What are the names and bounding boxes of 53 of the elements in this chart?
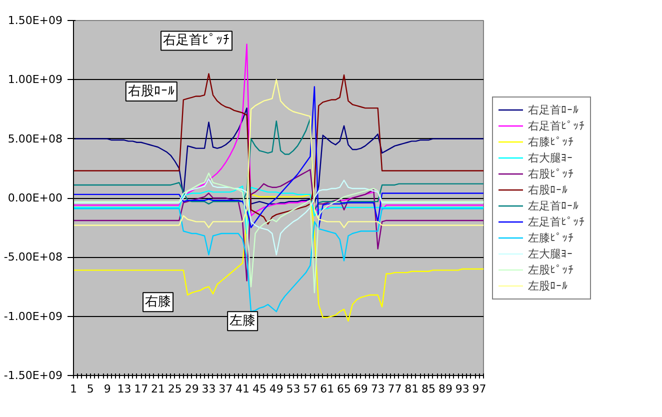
- y-tick-label: 1.00E+09: [8, 73, 62, 86]
- y-tick-label: -1.00E+09: [4, 310, 63, 323]
- x-tick-label: 53: [286, 382, 300, 396]
- legend-label: 右股ﾋﾟｯﾁ: [528, 166, 574, 181]
- x-tick-label: 65: [337, 382, 352, 396]
- legend-label: 右足首ﾛｰﾙ: [528, 102, 579, 117]
- line-series: [74, 186, 484, 234]
- line-series: [74, 107, 484, 205]
- x-tick-label: 57: [303, 382, 318, 396]
- line-series: [74, 178, 484, 256]
- legend-label: 右膝ﾋﾟｯﾁ: [528, 134, 574, 149]
- x-tick-label: 5: [86, 382, 94, 396]
- x-tick-label: 85: [422, 382, 436, 396]
- x-tick-label: 41: [236, 382, 250, 396]
- legend-label: 右股ﾛｰﾙ: [528, 182, 568, 197]
- x-tick-label: 21: [151, 382, 166, 396]
- x-tick-label: 25: [168, 382, 182, 396]
- x-tick-label: 33: [202, 382, 216, 396]
- x-tick-label: 89: [438, 382, 452, 396]
- x-tick-label: 9: [104, 382, 111, 396]
- annotation: 右股ﾛｰﾙ: [128, 84, 175, 99]
- y-tick-label: -5.00E+08: [4, 250, 63, 264]
- x-tick-label: 13: [117, 382, 132, 396]
- x-tick-label: 93: [455, 382, 470, 396]
- legend-label: 左大腿ﾖｰ: [528, 246, 573, 261]
- x-tick-label: 77: [388, 382, 402, 396]
- annotation: 左膝: [230, 314, 256, 329]
- line-series: [74, 118, 484, 210]
- x-tick-label: 29: [184, 382, 199, 396]
- x-tick-label: 1: [70, 382, 77, 396]
- legend-label: 右大腿ﾖｰ: [528, 150, 573, 165]
- y-tick-label: -1.50E+09: [4, 369, 63, 382]
- y-tick-label: 1.50E+09: [8, 14, 62, 27]
- x-tick-label: 37: [218, 382, 233, 396]
- y-tick-label: 0.00E+00: [8, 192, 62, 204]
- x-tick-label: 69: [354, 382, 368, 396]
- legend-label: 左股ﾋﾟｯﾁ: [528, 262, 574, 277]
- x-tick-label: 45: [252, 382, 266, 396]
- annotation: 右膝: [145, 294, 172, 310]
- x-tick-label: 97: [472, 382, 486, 396]
- line-series: [74, 208, 484, 312]
- legend-label: 右足首ﾋﾟｯﾁ: [528, 118, 585, 133]
- x-tick-label: 61: [320, 382, 334, 396]
- x-tick-label: 49: [269, 382, 284, 396]
- legend-label: 左膝ﾋﾟｯﾁ: [528, 230, 574, 245]
- legend-label: 左股ﾛｰﾙ: [528, 278, 568, 293]
- y-tick-label: 5.00E+08: [8, 132, 62, 146]
- legend-label: 左足首ﾋﾟｯﾁ: [528, 214, 585, 229]
- x-tick-label: 73: [370, 382, 385, 396]
- annotation: 右足首ﾋﾟｯﾁ: [163, 33, 230, 48]
- legend-label: 左足首ﾛｰﾙ: [528, 198, 579, 213]
- x-tick-label: 17: [134, 382, 148, 396]
- x-tick-label: 81: [404, 382, 419, 396]
